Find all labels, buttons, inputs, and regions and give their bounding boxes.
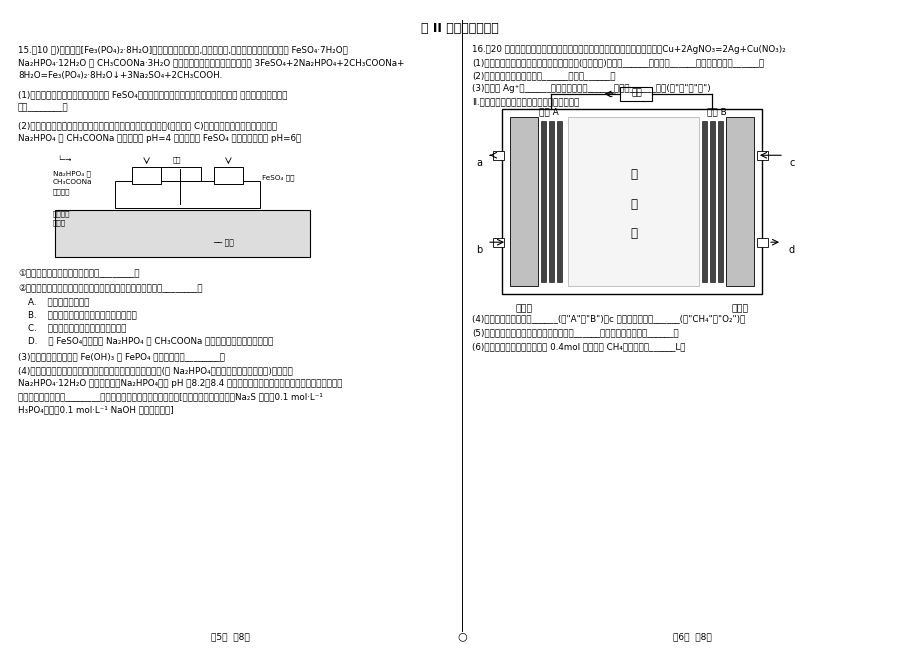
Text: 稀: 稀 xyxy=(630,168,636,181)
Bar xyxy=(115,181,260,208)
Bar xyxy=(540,121,545,282)
Text: (5)甲烷燃料电池供电时的总反应方程式为______，正极电极方程式：______。: (5)甲烷燃料电池供电时的总反应方程式为______，正极电极方程式：_____… xyxy=(471,328,678,337)
Text: D.    把 FeSO₄溶液滴入 Na₂HPO₄ 与 CH₃COONa 混合溶液中，再加入抗坏血酸: D. 把 FeSO₄溶液滴入 Na₂HPO₄ 与 CH₃COONa 混合溶液中，… xyxy=(28,336,273,345)
Bar xyxy=(756,238,767,247)
Text: 混合溶液: 混合溶液 xyxy=(53,188,71,195)
Bar xyxy=(160,167,200,181)
Text: (6)当该装置转移电子的数目为 0.4mol 时，消耗 CH₄标准状况下______L。: (6)当该装置转移电子的数目为 0.4mol 时，消耗 CH₄标准状况下____… xyxy=(471,342,685,351)
Text: 硫: 硫 xyxy=(630,198,636,211)
Text: 第 II 卷（非选择题）: 第 II 卷（非选择题） xyxy=(421,22,498,35)
Text: Na₂HPO₄ 与: Na₂HPO₄ 与 xyxy=(53,170,91,176)
Text: (2)写出电极反应式：正极：______负极：______。: (2)写出电极反应式：正极：______负极：______。 xyxy=(471,71,615,80)
Text: 稀溶液: 稀溶液 xyxy=(53,219,66,226)
Text: (2)可用如图装置合成磷酸亚鐵。在三颈烧瓶中先加入抗坏血酸(即维生素 C)稀溶液作底液，再向烧瓶中滴入: (2)可用如图装置合成磷酸亚鐵。在三颈烧瓶中先加入抗坏血酸(即维生素 C)稀溶液… xyxy=(18,121,277,130)
Bar xyxy=(214,167,243,184)
Text: d: d xyxy=(789,245,794,255)
Text: 扩散层: 扩散层 xyxy=(515,304,532,313)
Text: b: b xyxy=(475,245,482,255)
Bar xyxy=(756,151,767,159)
Bar xyxy=(619,87,652,101)
Bar xyxy=(502,109,761,294)
Text: (1)应用煮永非冷却的蒸馏水配制酸性 FeSO₄溶液，若蒸馏水未经煮永直接配制，则可能 发生反应的离子方程: (1)应用煮永非冷却的蒸馏水配制酸性 FeSO₄溶液，若蒸馏水未经煮永直接配制，… xyxy=(18,90,288,99)
Bar xyxy=(567,117,698,286)
Text: C.    适当加快搅拌速度，延长搅拌时间: C. 适当加快搅拌速度，延长搅拌时间 xyxy=(28,323,127,332)
Text: (3)检验产品中是否混有 Fe(OH)₃ 或 FePO₄ 杂质的方法是________。: (3)检验产品中是否混有 Fe(OH)₃ 或 FePO₄ 杂质的方法是_____… xyxy=(18,352,225,361)
Text: a: a xyxy=(475,158,482,168)
Text: c: c xyxy=(789,158,794,168)
Text: ②为提高反应过程中磷酸亚鐵的产率，实验中可采取的措施有________。: ②为提高反应过程中磷酸亚鐵的产率，实验中可采取的措施有________。 xyxy=(18,283,202,292)
Bar xyxy=(509,117,538,286)
Text: 15.（10 分)磷酸亚鐵[Fe₃(PO₄)₂·8H₂O]是生产锂电池的原料,能溢于强酸,不溢于水。实验室可利用 FeSO₄·7H₂O、: 15.（10 分)磷酸亚鐵[Fe₃(PO₄)₂·8H₂O]是生产锂电池的原料,能… xyxy=(18,45,347,54)
Text: ── 水浴: ── 水浴 xyxy=(213,238,233,247)
Text: (4)某研究性学习小组的同学拟用工业品十二水合磷酸氢二錢(含 Na₂HPO₄、重金属盐及有色杂质等)提纯得到: (4)某研究性学习小组的同学拟用工业品十二水合磷酸氢二錢(含 Na₂HPO₄、重… xyxy=(18,366,292,375)
Text: e⁻: e⁻ xyxy=(607,90,617,99)
Text: 电极 B: 电极 B xyxy=(706,107,726,116)
Text: ①用抗坏血酸溶液作底液的作用是________。: ①用抗坏血酸溶液作底液的作用是________。 xyxy=(18,269,140,278)
Text: A.    适当提高水溶温度: A. 适当提高水溶温度 xyxy=(28,297,89,306)
Text: 式为________。: 式为________。 xyxy=(18,103,69,112)
Text: 8H₂O=Fe₃(PO₄)₂·8H₂O↓+3Na₂SO₄+2CH₃COOH.: 8H₂O=Fe₃(PO₄)₂·8H₂O↓+3Na₂SO₄+2CH₃COOH. xyxy=(18,71,222,80)
Text: 抗坏血酸: 抗坏血酸 xyxy=(53,210,71,217)
Text: └─→: └─→ xyxy=(57,157,72,163)
Text: 第5页  共8页: 第5页 共8页 xyxy=(210,632,249,641)
Text: (4)该装置的负极是电极______(填"A"或"B")；c 处通入的物质是______(填"CH₄"或"O₂")。: (4)该装置的负极是电极______(填"A"或"B")；c 处通入的物质是__… xyxy=(471,314,744,323)
Text: H₃PO₄溶液，0.1 mol·L⁻¹ NaOH 溶液、活性炭]: H₃PO₄溶液，0.1 mol·L⁻¹ NaOH 溶液、活性炭] xyxy=(18,405,174,414)
Bar xyxy=(709,121,714,282)
Text: II.某种甲烷燃料电池的工作原理如下图所示：: II.某种甲烷燃料电池的工作原理如下图所示： xyxy=(471,97,579,106)
Bar xyxy=(725,117,754,286)
Text: FeSO₄ 溶液: FeSO₄ 溶液 xyxy=(262,174,294,180)
Text: Na₂HPO₄·12H₂O 晶体。已知：Na₂HPO₄溶液 pH 在8.2～8.4 之间，重金属硫化物不溢于水，请补充实验步骤：: Na₂HPO₄·12H₂O 晶体。已知：Na₂HPO₄溶液 pH 在8.2～8.… xyxy=(18,379,342,388)
Text: (1)请指出正极材料、负极材料、电解质溶液(写化学式)正极：______，负极：______，电解质溶液：______。: (1)请指出正极材料、负极材料、电解质溶液(写化学式)正极：______，负极：… xyxy=(471,58,764,67)
Bar xyxy=(493,238,504,247)
Text: B.    将抗坏血酸改用碘硫酸，加快反应速率: B. 将抗坏血酸改用碘硫酸，加快反应速率 xyxy=(28,310,137,319)
Text: 将工业品溢于热水；________，冷却结晶，过滤，洗涤及干燥。[实验中可适用的试剂：Na₂S 溶液，0.1 mol·L⁻¹: 将工业品溢于热水；________，冷却结晶，过滤，洗涤及干燥。[实验中可适用的… xyxy=(18,392,323,401)
Bar xyxy=(549,121,553,282)
Bar xyxy=(701,121,706,282)
Bar xyxy=(556,121,562,282)
Text: 扩散层: 扩散层 xyxy=(731,304,748,313)
Text: ○: ○ xyxy=(457,631,466,641)
Bar xyxy=(717,121,722,282)
Text: 酸: 酸 xyxy=(630,227,636,240)
Text: 16.（20 分）上述折近宜的材料和试剂设计一个原电池，以便完成下列反应：Cu+2AgNO₃=2Ag+Cu(NO₃)₂: 16.（20 分）上述折近宜的材料和试剂设计一个原电池，以便完成下列反应：Cu+… xyxy=(471,45,785,54)
Text: 负载: 负载 xyxy=(630,88,641,97)
Bar xyxy=(55,210,310,257)
Bar xyxy=(132,167,161,184)
Text: (3)溶液中 Ag⁺向______极移动，电子从______极流向______极。(填"正"或"负"): (3)溶液中 Ag⁺向______极移动，电子从______极流向______极… xyxy=(471,84,710,93)
Text: 搅拌: 搅拌 xyxy=(172,156,180,163)
Bar xyxy=(493,151,504,159)
Text: Na₂HPO₄ 与 CH₃COONa 混合溶液至 pH=4 时，再滴入 FeSO₄ 溶液，最终维持 pH=6。: Na₂HPO₄ 与 CH₃COONa 混合溶液至 pH=4 时，再滴入 FeSO… xyxy=(18,134,301,143)
Text: Na₂HPO₄·12H₂O 及 CH₃COONa·3H₂O 为原料制备磷酸亚鐵，主要反应为 3FeSO₄+2Na₂HPO₄+2CH₃COONa+: Na₂HPO₄·12H₂O 及 CH₃COONa·3H₂O 为原料制备磷酸亚鐵，… xyxy=(18,58,404,67)
Text: 第6页  共8页: 第6页 共8页 xyxy=(672,632,710,641)
Text: CH₃COONa: CH₃COONa xyxy=(53,179,93,185)
Text: 电极 A: 电极 A xyxy=(539,107,558,116)
